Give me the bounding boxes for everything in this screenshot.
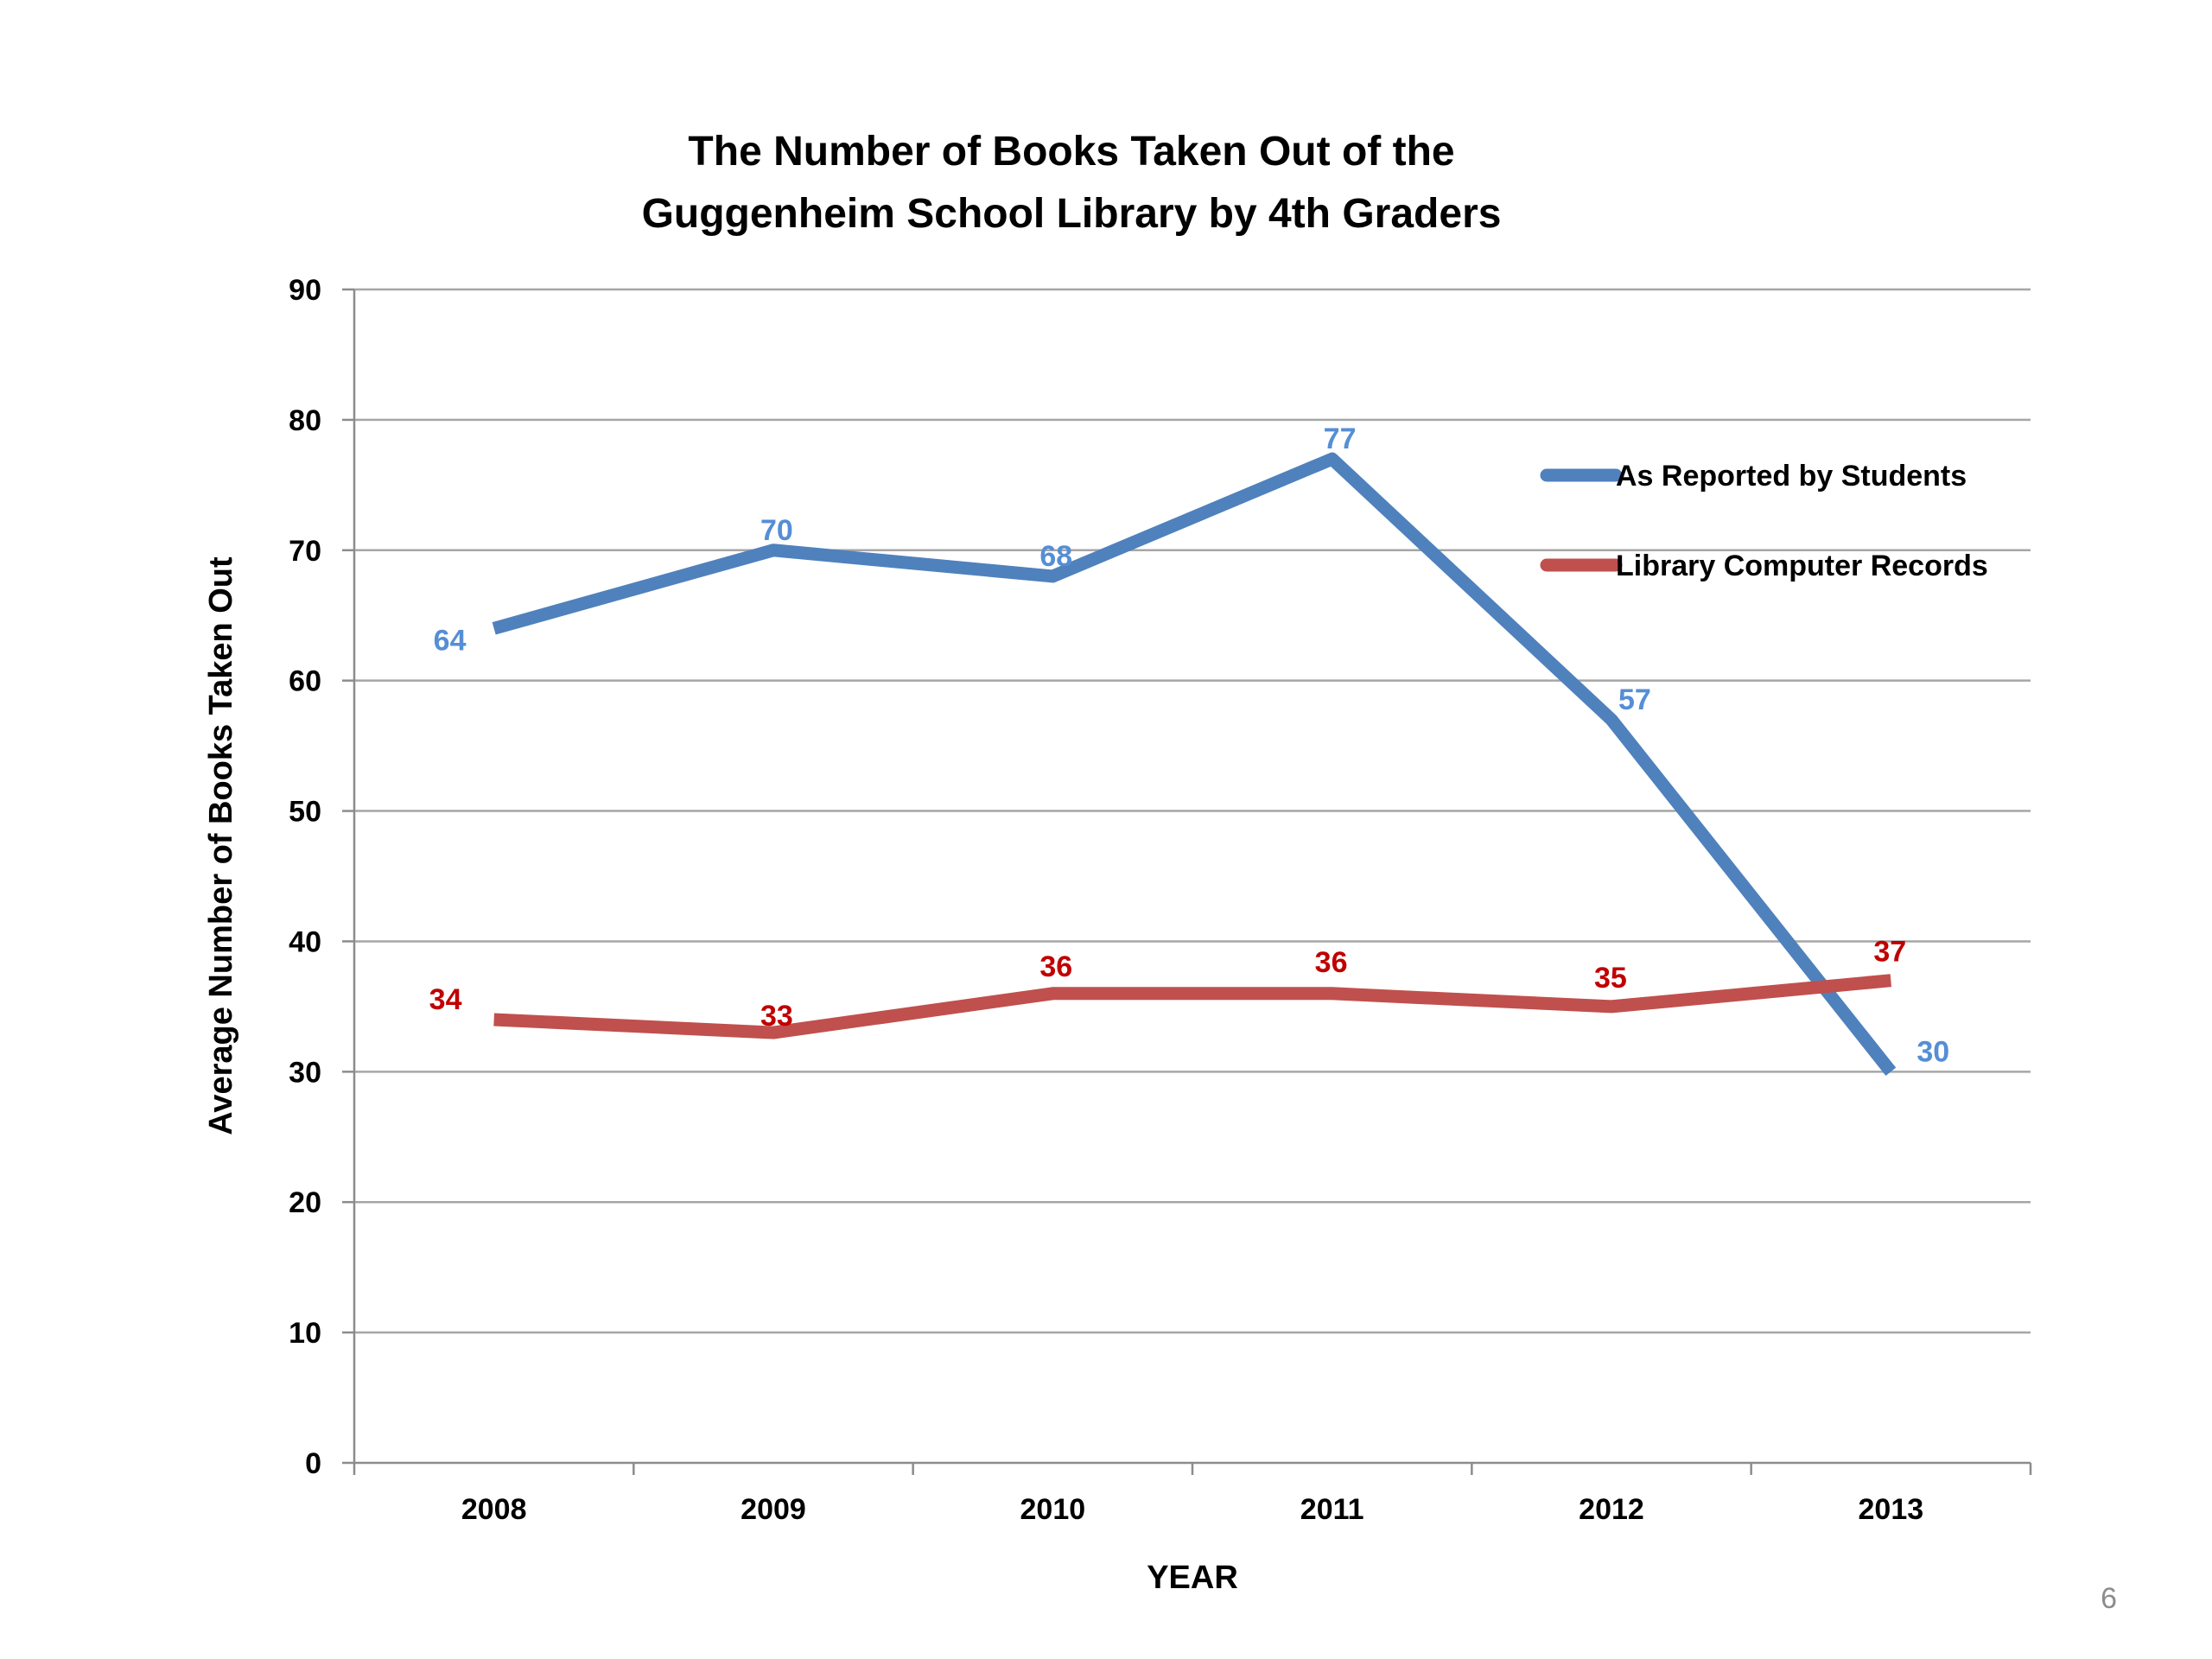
legend-label: Library Computer Records (1616, 550, 1988, 582)
y-tick-label: 50 (289, 796, 321, 829)
y-tick-label: 90 (289, 274, 321, 307)
data-label: 35 (1594, 962, 1627, 995)
x-axis-title: YEAR (1147, 1560, 1238, 1596)
y-tick-label: 70 (289, 535, 321, 568)
x-tick-label: 2011 (1300, 1493, 1364, 1526)
x-tick-label: 2010 (1020, 1493, 1086, 1526)
x-tick-label: 2008 (461, 1493, 527, 1526)
y-tick-label: 0 (305, 1447, 321, 1480)
x-tick-label: 2013 (1859, 1493, 1924, 1526)
legend: As Reported by Students Library Computer … (1540, 460, 1988, 582)
x-tick-label: 2012 (1579, 1493, 1644, 1526)
gridlines (354, 288, 2031, 1334)
series-line-2 (493, 974, 1892, 1039)
y-tick-label: 40 (289, 925, 321, 958)
chart-title-line-1: The Number of Books Taken Out of the (688, 129, 1455, 175)
y-tick-label: 80 (289, 404, 321, 437)
series-lines (492, 452, 1897, 1076)
legend-label: As Reported by Students (1616, 460, 1967, 493)
axes (342, 288, 2032, 1475)
series-line-1 (492, 452, 1897, 1076)
chart-title-line-2: Guggenheim School Library by 4th Graders (641, 191, 1502, 237)
y-axis-title: Average Number of Books Taken Out (203, 556, 239, 1135)
data-label: 37 (1873, 936, 1906, 969)
y-tick-label: 30 (289, 1056, 321, 1089)
data-label: 36 (1039, 950, 1072, 983)
data-label: 57 (1618, 683, 1651, 716)
data-label: 77 (1324, 423, 1357, 455)
x-tick-labels: 2008 2009 2010 2011 2012 2013 (461, 1493, 1923, 1526)
y-tick-labels: 0 10 20 30 40 50 60 70 80 90 (289, 274, 321, 1480)
chart-title: The Number of Books Taken Out of the Gug… (0, 121, 2143, 245)
data-label: 34 (429, 983, 462, 1016)
data-label: 70 (760, 514, 793, 547)
x-tick-label: 2009 (741, 1493, 806, 1526)
y-tick-label: 10 (289, 1317, 321, 1350)
data-label: 68 (1039, 540, 1072, 573)
y-tick-label: 20 (289, 1186, 321, 1219)
y-tick-label: 60 (289, 665, 321, 698)
data-label: 30 (1916, 1035, 1949, 1068)
data-label: 33 (760, 1000, 793, 1033)
data-labels: 64 70 68 77 57 30 34 33 36 36 35 37 (429, 423, 1949, 1068)
data-label: 64 (434, 624, 467, 657)
data-label: 36 (1315, 946, 1348, 979)
slide-number: 6 (2101, 1582, 2117, 1615)
